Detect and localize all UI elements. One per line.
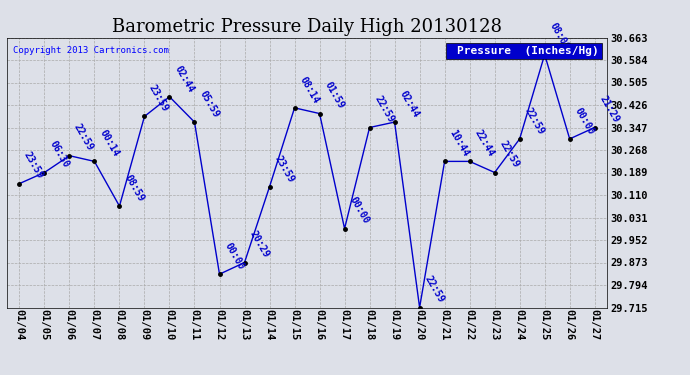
Text: 00:00: 00:00	[573, 106, 595, 136]
Text: 00:00: 00:00	[222, 241, 246, 272]
Text: 02:44: 02:44	[172, 63, 195, 94]
Text: 00:14: 00:14	[97, 128, 121, 159]
Text: 22:59: 22:59	[422, 274, 446, 305]
Text: Copyright 2013 Cartronics.com: Copyright 2013 Cartronics.com	[13, 46, 169, 55]
Text: 22:59: 22:59	[522, 106, 546, 136]
Text: 21:29: 21:29	[598, 94, 621, 125]
Text: 22:59: 22:59	[497, 139, 521, 170]
Text: 22:44: 22:44	[473, 128, 495, 159]
Text: 23:59: 23:59	[147, 83, 170, 114]
Text: 05:59: 05:59	[197, 89, 221, 119]
Text: 01:59: 01:59	[322, 80, 346, 111]
Text: 23:59: 23:59	[22, 150, 46, 181]
Text: 06:30: 06:30	[47, 139, 70, 170]
Text: 08:59: 08:59	[122, 173, 146, 203]
Text: 10:44: 10:44	[447, 128, 471, 159]
Title: Barometric Pressure Daily High 20130128: Barometric Pressure Daily High 20130128	[112, 18, 502, 36]
Text: 08:14: 08:14	[297, 75, 321, 105]
Text: 23:59: 23:59	[273, 153, 295, 184]
Text: 22:59: 22:59	[373, 94, 395, 125]
Text: 08:00: 08:00	[547, 21, 571, 52]
Text: 20:29: 20:29	[247, 229, 270, 260]
Text: 22:59: 22:59	[72, 123, 95, 153]
Legend: Pressure  (Inches/Hg): Pressure (Inches/Hg)	[446, 43, 602, 59]
Text: 00:00: 00:00	[347, 195, 371, 226]
Text: 02:44: 02:44	[397, 89, 421, 119]
